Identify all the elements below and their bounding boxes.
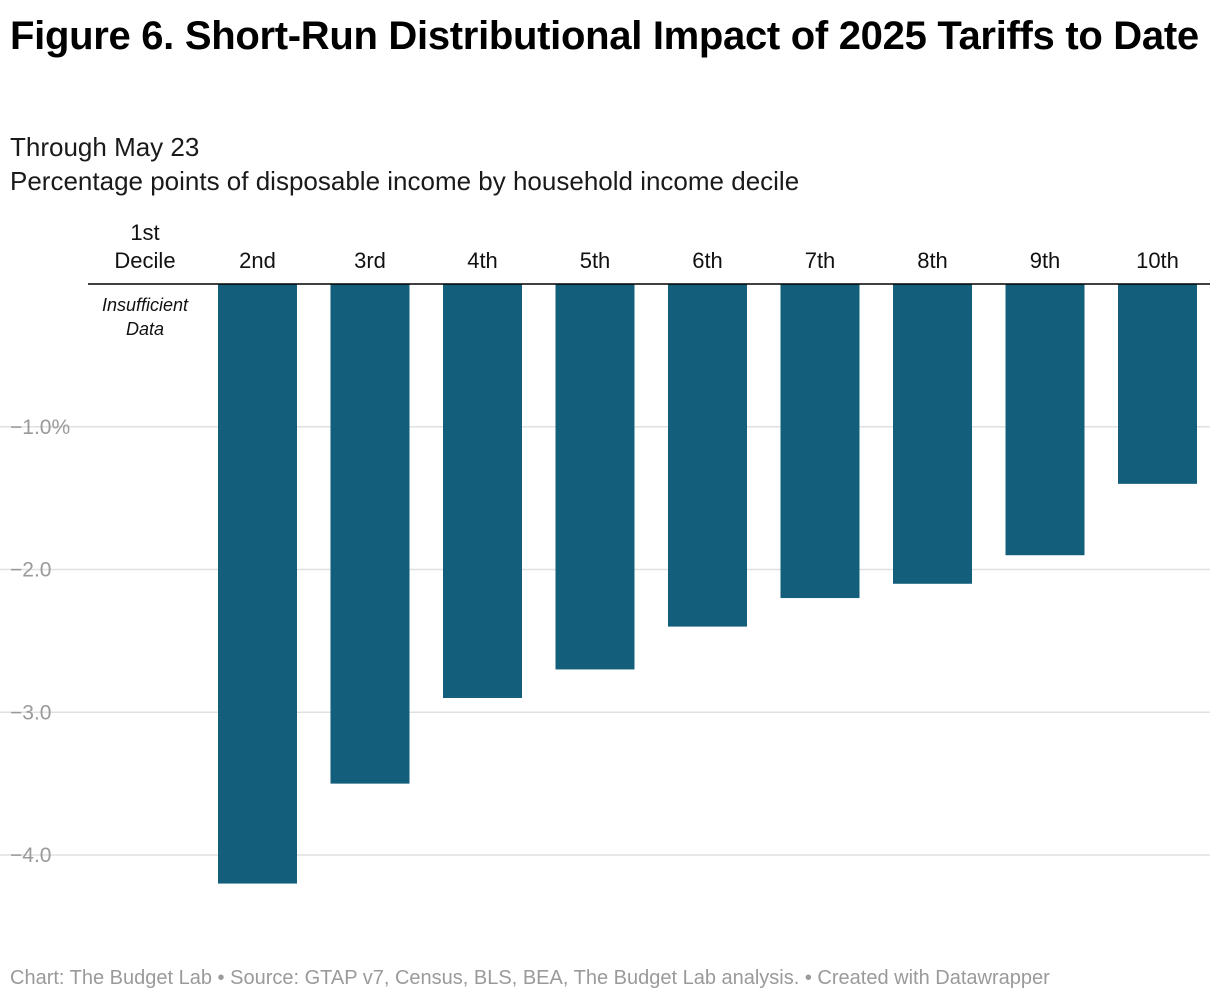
chart-subtitle: Through May 23 Percentage points of disp… — [10, 130, 799, 198]
bar-7th — [780, 284, 860, 599]
subtitle-line-date: Through May 23 — [10, 132, 200, 162]
category-label: 3rd — [354, 248, 386, 273]
bar-3rd — [330, 284, 410, 784]
bar-2nd — [218, 284, 297, 884]
subtitle-line-units: Percentage points of disposable income b… — [10, 166, 800, 196]
bar-chart: −1.0% −2.0 −3.0 −4.0 1st Decile 2nd 3rd 4th 5th 6t… — [0, 220, 1210, 884]
y-tick-label: −3.0 — [10, 701, 51, 724]
bar-10th — [1118, 284, 1197, 484]
y-tick-label: −2.0 — [10, 559, 51, 582]
bar-9th — [1005, 284, 1085, 556]
category-label: 9th — [1030, 248, 1061, 273]
category-label: 8th — [917, 248, 948, 273]
category-label: 6th — [692, 248, 723, 273]
bar-5th — [555, 284, 635, 670]
y-tick-label: −4.0 — [10, 844, 51, 867]
chart-title: Figure 6. Short-Run Distributional Impac… — [10, 14, 1199, 58]
y-tick-label: −1.0% — [10, 416, 70, 439]
bar-4th — [443, 284, 522, 698]
category-label: 2nd — [239, 248, 276, 273]
category-label: 10th — [1136, 248, 1179, 273]
category-label: Decile — [114, 248, 175, 273]
bar-6th — [668, 284, 747, 627]
annotation-insufficient-data: Insufficient — [102, 295, 189, 315]
chart-footer: Chart: The Budget Lab • Source: GTAP v7,… — [10, 967, 1050, 989]
category-label: 4th — [467, 248, 498, 273]
category-label: 1st — [130, 220, 159, 245]
bar-8th — [893, 284, 972, 584]
annotation-insufficient-data: Data — [126, 319, 164, 339]
category-label: 7th — [805, 248, 836, 273]
category-label: 5th — [580, 248, 611, 273]
